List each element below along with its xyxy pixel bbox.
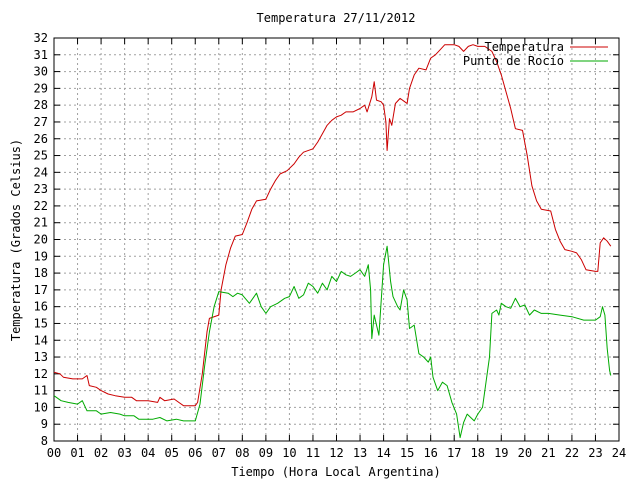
x-tick-label: 12 xyxy=(329,446,343,460)
y-tick-label: 29 xyxy=(34,81,48,95)
x-tick-label: 08 xyxy=(235,446,249,460)
x-tick-label: 02 xyxy=(94,446,108,460)
y-axis-label: Temperatura (Grados Celsius) xyxy=(9,139,23,341)
x-tick-label: 22 xyxy=(565,446,579,460)
x-tick-label: 04 xyxy=(141,446,155,460)
y-tick-label: 12 xyxy=(34,367,48,381)
series-lines xyxy=(53,44,612,439)
grid xyxy=(54,38,619,441)
y-tick-label: 16 xyxy=(34,300,48,314)
y-tick-label: 31 xyxy=(34,48,48,62)
x-tick-label: 23 xyxy=(588,446,602,460)
y-tick-label: 21 xyxy=(34,216,48,230)
axis-ticks: 00 01 02 03 04 05 06 07 08 09 10 11 12 13 14 15 16 17 18 19… xyxy=(34,31,627,460)
x-tick-label: 07 xyxy=(212,446,226,460)
x-tick-label: 19 xyxy=(494,446,508,460)
x-tick-label: 15 xyxy=(400,446,414,460)
y-tick-label: 28 xyxy=(34,98,48,112)
y-tick-label: 32 xyxy=(34,31,48,45)
x-axis-label: Tiempo (Hora Local Argentina) xyxy=(231,465,441,479)
y-tick-label: 22 xyxy=(34,199,48,213)
legend-label-temperatura: Temperatura xyxy=(485,40,564,54)
x-tick-label: 00 xyxy=(47,446,61,460)
y-tick-label: 17 xyxy=(34,283,48,297)
y-tick-label: 30 xyxy=(34,65,48,79)
legend-label-punto-de-rocio: Punto de Rocío xyxy=(463,54,564,68)
y-tick-label: 8 xyxy=(41,434,48,448)
y-tick-label: 20 xyxy=(34,233,48,247)
y-tick-label: 13 xyxy=(34,350,48,364)
y-tick-label: 23 xyxy=(34,182,48,196)
y-tick-label: 27 xyxy=(34,115,48,129)
x-tick-label: 10 xyxy=(282,446,296,460)
y-tick-label: 26 xyxy=(34,132,48,146)
x-tick-label: 18 xyxy=(471,446,485,460)
series-line-punto-de-rocio xyxy=(53,245,612,439)
x-tick-label: 21 xyxy=(541,446,555,460)
x-tick-label: 17 xyxy=(447,446,461,460)
y-tick-label: 25 xyxy=(34,149,48,163)
chart-title: Temperatura 27/11/2012 xyxy=(257,11,416,25)
y-tick-label: 9 xyxy=(41,417,48,431)
y-tick-label: 24 xyxy=(34,165,48,179)
x-tick-label: 24 xyxy=(612,446,626,460)
x-tick-label: 01 xyxy=(70,446,84,460)
x-tick-label: 11 xyxy=(306,446,320,460)
y-tick-label: 10 xyxy=(34,400,48,414)
x-tick-label: 03 xyxy=(117,446,131,460)
x-tick-label: 05 xyxy=(164,446,178,460)
y-tick-label: 18 xyxy=(34,266,48,280)
x-tick-label: 09 xyxy=(259,446,273,460)
x-tick-label: 16 xyxy=(423,446,437,460)
x-tick-label: 13 xyxy=(353,446,367,460)
x-tick-label: 20 xyxy=(518,446,532,460)
series-line-temperatura xyxy=(53,44,612,407)
x-tick-label: 06 xyxy=(188,446,202,460)
x-tick-label: 14 xyxy=(376,446,390,460)
legend: Temperatura Punto de Rocío xyxy=(463,40,608,68)
y-tick-label: 11 xyxy=(34,384,48,398)
y-tick-label: 19 xyxy=(34,249,48,263)
y-tick-label: 14 xyxy=(34,333,48,347)
y-tick-label: 15 xyxy=(34,316,48,330)
